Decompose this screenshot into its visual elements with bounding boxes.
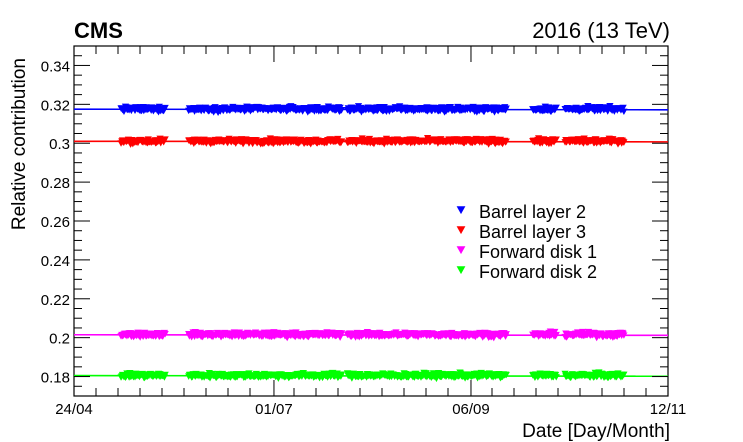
data-point xyxy=(502,105,510,113)
series-1-fit-line xyxy=(73,108,669,111)
data-point xyxy=(161,104,169,112)
data-point xyxy=(552,136,560,143)
legend-marker xyxy=(456,266,466,275)
x-tick-label: 06/09 xyxy=(452,401,490,418)
data-point xyxy=(552,104,560,112)
y-tick-label: 0.24 xyxy=(41,253,70,270)
data-point xyxy=(619,104,627,112)
y-axis-title: Relative contribution xyxy=(9,58,30,230)
run-label: 2016 (13 TeV) xyxy=(532,18,670,43)
x-axis-title: Date [Day/Month] xyxy=(522,421,670,442)
data-point xyxy=(161,136,169,143)
y-tick-label: 0.26 xyxy=(41,214,70,231)
legend-label: Barrel layer 2 xyxy=(479,202,586,222)
y-tick-label: 0.18 xyxy=(41,370,70,387)
legend-marker xyxy=(456,246,466,255)
x-tick-label: 24/04 xyxy=(55,401,93,418)
data-point xyxy=(337,330,346,337)
x-tick-label: 12/11 xyxy=(650,401,686,418)
legend-label: Barrel layer 3 xyxy=(479,222,586,242)
y-tick-label: 0.34 xyxy=(41,58,70,75)
legend-label: Forward disk 1 xyxy=(479,242,597,262)
series-3-fit-line xyxy=(73,333,669,337)
fit-lines-layer xyxy=(73,108,669,377)
data-point xyxy=(620,371,628,379)
data-point xyxy=(337,371,346,378)
x-tick-label: 01/07 xyxy=(255,401,293,418)
y-tick-label: 0.32 xyxy=(41,97,70,114)
axis-ticks-layer: 0.18 0.2 0.22 0.24 0.26 0.28 0.3 0.32 0.34 24/04 0… xyxy=(41,46,686,418)
y-tick-label: 0.3 xyxy=(49,136,70,153)
y-tick-label: 0.2 xyxy=(49,331,70,348)
y-tick-label: 0.22 xyxy=(41,292,70,309)
y-tick-label: 0.28 xyxy=(41,175,70,192)
data-point xyxy=(502,331,510,338)
legend-marker xyxy=(456,206,466,215)
series-2-fit-line xyxy=(73,140,669,143)
experiment-label: CMS xyxy=(74,18,123,43)
legend-marker xyxy=(456,226,466,235)
data-point xyxy=(502,371,510,379)
series-4-fit-line xyxy=(73,374,669,377)
legend-label: Forward disk 2 xyxy=(479,262,597,282)
